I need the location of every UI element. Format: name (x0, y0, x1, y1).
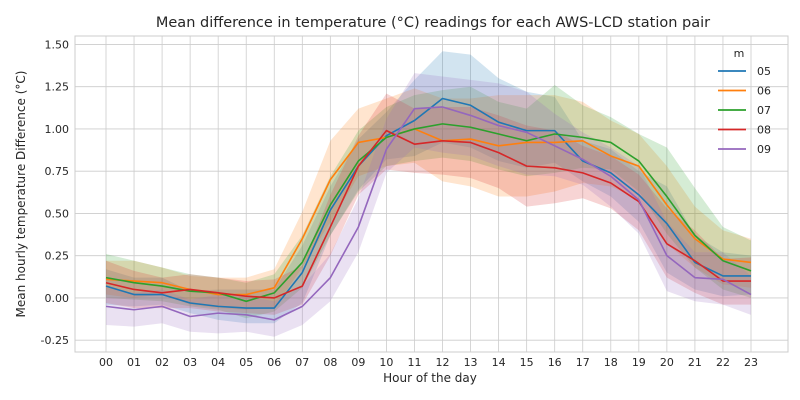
x-tick-label: 22 (716, 356, 730, 369)
legend-label-07: 07 (757, 104, 771, 117)
x-tick-label: 02 (155, 356, 169, 369)
x-tick-label: 03 (183, 356, 197, 369)
y-tick-label: 0.00 (45, 292, 70, 305)
tick-labels: 00 01 02 03 04 05 06 07 08 09 10 11 12 13 14 15 16 17 18 19… (41, 38, 758, 369)
x-tick-label: 01 (127, 356, 141, 369)
x-tick-label: 00 (99, 356, 113, 369)
confidence-band-07 (106, 85, 751, 319)
x-tick-label: 19 (632, 356, 646, 369)
x-tick-label: 13 (464, 356, 478, 369)
confidence-band-08 (106, 93, 751, 315)
legend-label-08: 08 (757, 124, 771, 137)
series-line-06 (105, 128, 752, 296)
x-tick-label: 18 (604, 356, 618, 369)
legend-label-09: 09 (757, 143, 771, 156)
y-tick-label: 1.50 (45, 38, 70, 51)
x-tick-label: 21 (688, 356, 702, 369)
x-tick-label: 07 (295, 356, 309, 369)
chart-title: Mean difference in temperature (°C) read… (156, 15, 710, 31)
confidence-bands (106, 51, 751, 337)
x-tick-label: 23 (744, 356, 758, 369)
x-tick-label: 06 (267, 356, 281, 369)
y-tick-label: 0.75 (45, 165, 70, 178)
confidence-band-05 (106, 51, 751, 324)
series-lines (105, 97, 752, 321)
x-tick-label: 12 (436, 356, 450, 369)
x-tick-label: 15 (520, 356, 534, 369)
y-axis-title: Mean hourly temperature Difference (°C) (14, 71, 28, 318)
series-line-05 (105, 97, 751, 309)
gridlines (75, 36, 788, 352)
y-tick-label: 0.50 (45, 207, 70, 220)
x-tick-label: 04 (211, 356, 225, 369)
legend-label-05: 05 (757, 65, 771, 78)
legend-label-06: 06 (757, 85, 771, 98)
x-tick-label: 11 (407, 356, 421, 369)
series-line-09 (105, 106, 752, 321)
x-tick-label: 10 (379, 356, 393, 369)
legend-title: m (734, 47, 745, 60)
legend: m 05 06 07 08 09 (718, 47, 771, 156)
x-tick-label: 09 (351, 356, 365, 369)
y-tick-label: 1.25 (45, 81, 70, 94)
y-tick-label: -0.25 (41, 334, 69, 347)
x-tick-label: 14 (492, 356, 506, 369)
x-tick-label: 08 (323, 356, 337, 369)
y-tick-label: 1.00 (45, 123, 70, 136)
plot-frame (74, 35, 789, 353)
x-tick-label: 17 (576, 356, 590, 369)
x-axis-title: Hour of the day (383, 371, 477, 385)
x-tick-label: 05 (239, 356, 253, 369)
x-tick-label: 16 (548, 356, 562, 369)
x-tick-label: 20 (660, 356, 674, 369)
y-tick-label: 0.25 (45, 250, 70, 263)
